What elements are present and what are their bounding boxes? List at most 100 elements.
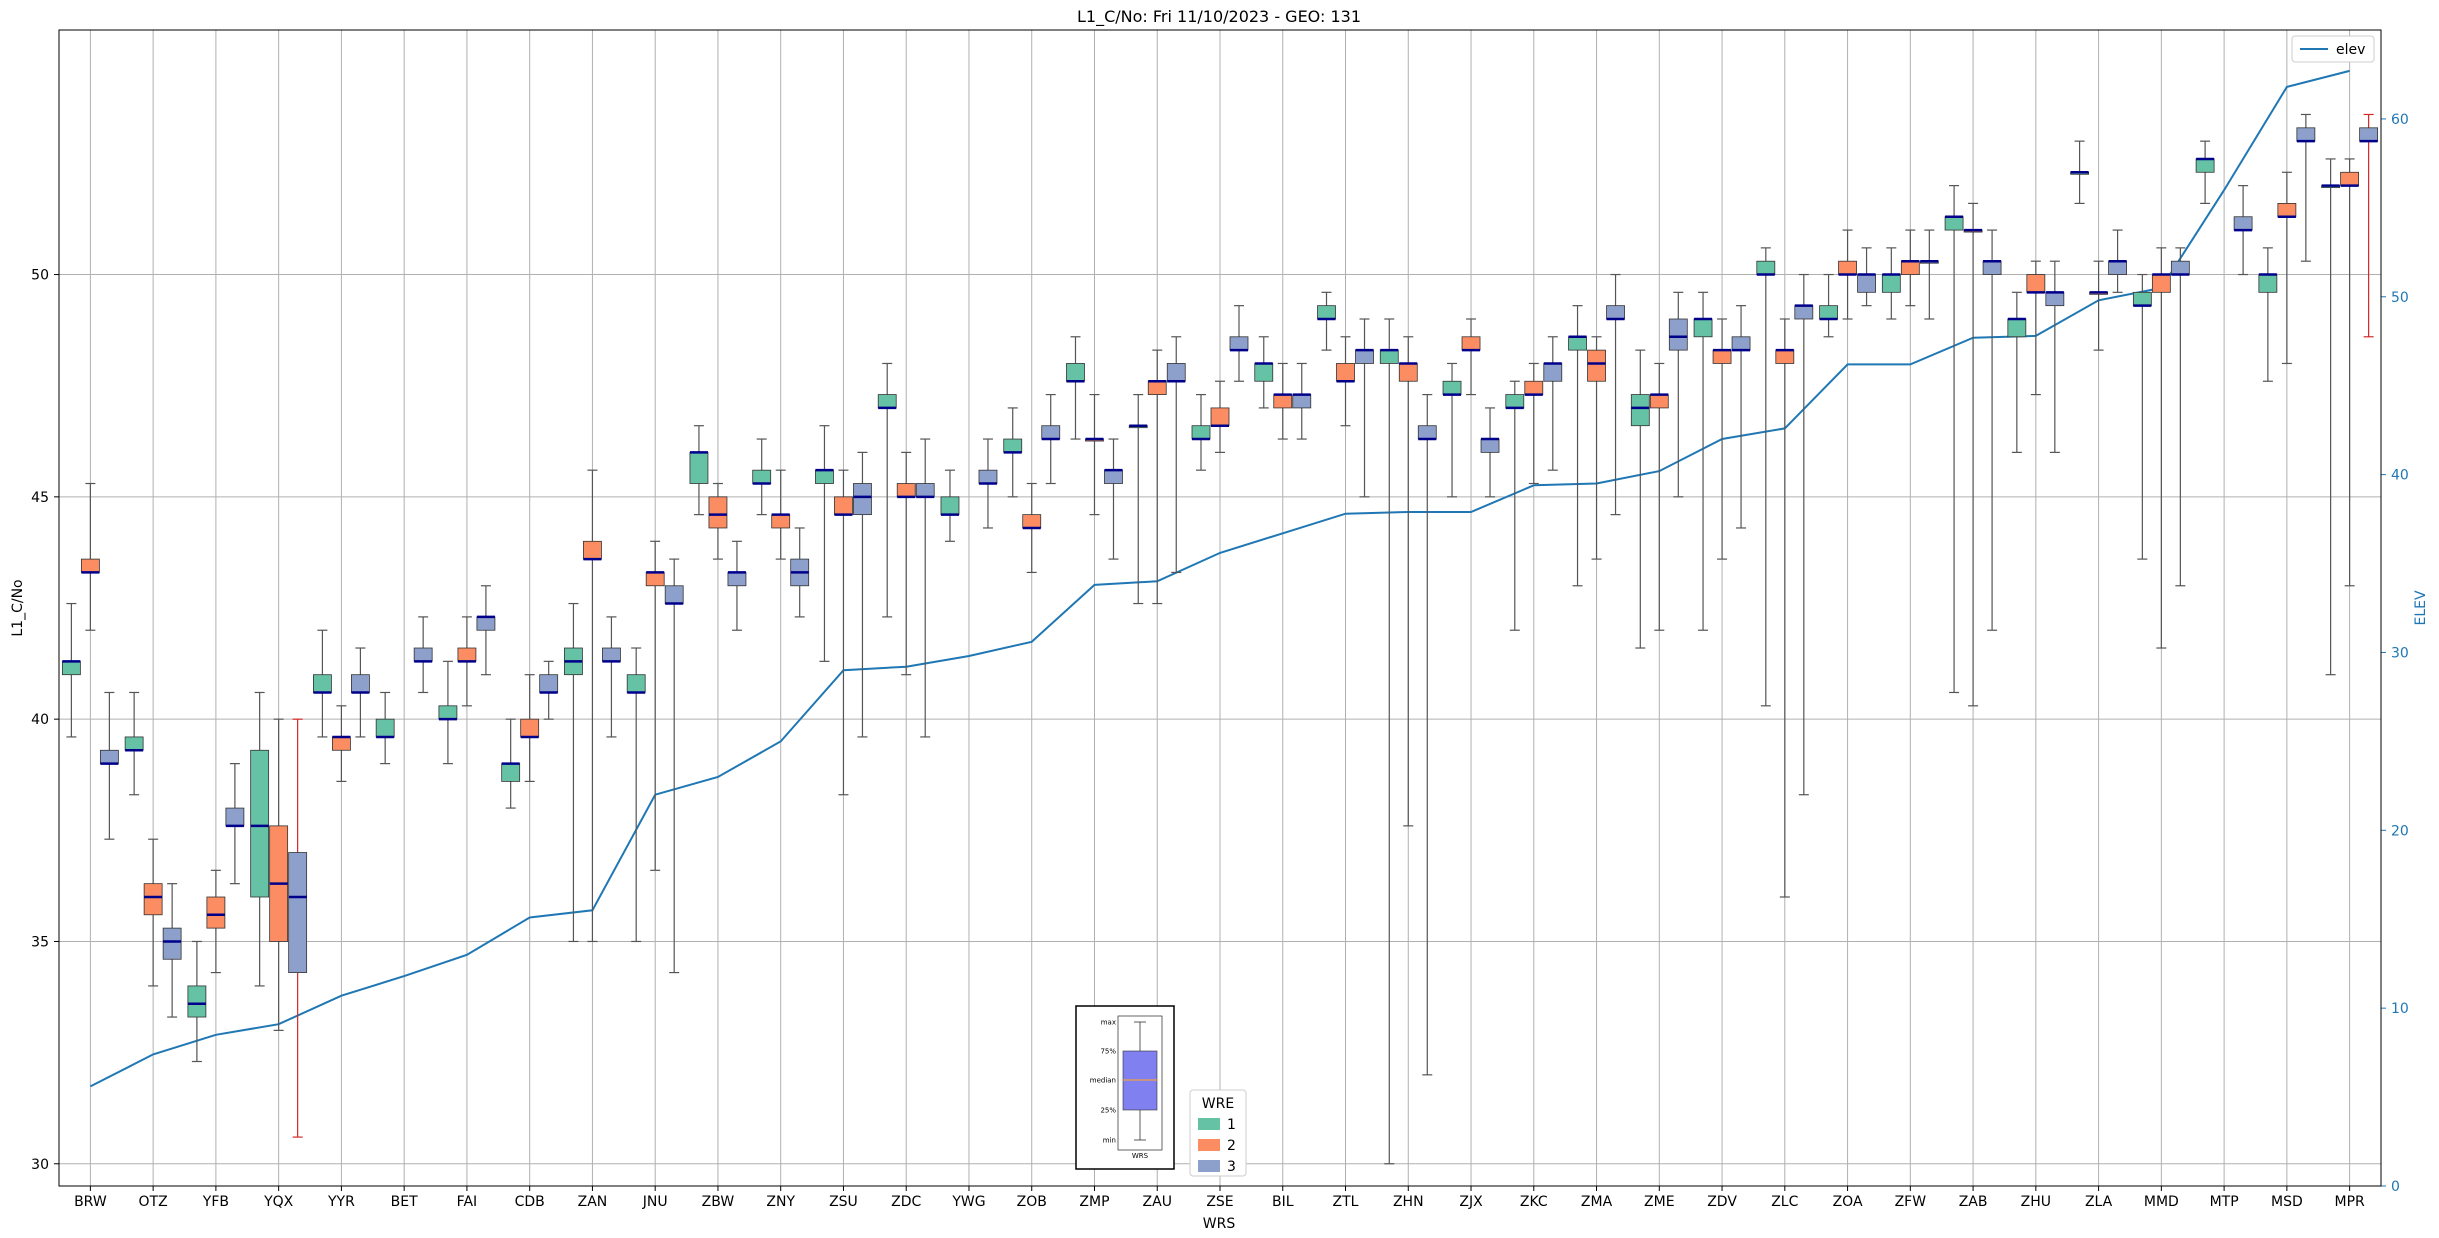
box-iqr [1336,363,1355,382]
box-fai-wre3 [476,585,496,676]
x-tick-label: ZTL [1333,1194,1359,1210]
box-zse-wre2 [1210,380,1230,453]
box-yfb-wre3 [225,763,245,885]
box-iqr [815,469,834,484]
box-iqr [877,394,897,409]
x-tick-label: ZDC [891,1194,921,1210]
x-tick-label: YQX [263,1194,294,1210]
box-zla-wre2 [2089,260,2108,351]
box-iqr [752,469,772,484]
box-jnu-wre2 [645,540,665,871]
box-mtp-wre1 [2195,140,2215,204]
box-iqr [1857,274,1876,293]
box-yqx-wre2 [269,718,289,1031]
box-iqr [1022,514,1042,529]
box-zhu-wre2 [2026,260,2046,396]
box-iqr [1417,425,1437,440]
x-tick-label: MMD [2144,1194,2179,1210]
box-iqr [2195,158,2215,173]
y2-tick-label: 60 [2391,112,2409,128]
box-iqr [1210,407,1230,427]
box-iqr [1587,349,1606,382]
box-layer [61,113,2379,1165]
box-bet-wre1 [375,691,395,765]
box-iqr [539,674,559,693]
box-iqr [80,558,100,573]
box-iqr [1442,380,1462,395]
legend-layer: elev WRE 1 2 3 [1189,35,2375,1177]
box-zdv-wre3 [1731,305,1751,529]
box-iqr [501,763,521,782]
box-zla-wre1 [2070,140,2089,204]
box-zlc-wre1 [1756,247,1776,707]
box-zkc-wre3 [1543,336,1563,471]
y2-tick-label: 30 [2391,645,2409,661]
x-tick-label: ZKC [1520,1194,1548,1210]
box-zbw-wre1 [689,425,709,516]
box-iqr [1775,349,1795,364]
box-zjx-wre3 [1480,407,1500,498]
x-tick-label: ZSE [1206,1194,1233,1210]
box-iqr [2108,260,2127,275]
box-iqr [206,896,226,929]
box-mpr-wre3 [2359,113,2379,338]
inset-label: max [1101,1019,1116,1027]
box-iqr [689,451,709,484]
box-mmd-wre2 [2151,247,2171,649]
box-iqr [664,585,684,604]
box-msd-wre1 [2258,247,2278,382]
box-iqr [351,674,370,693]
box-yyr-wre3 [351,647,370,738]
box-iqr [1229,336,1249,351]
x-tick-label: ZMA [1581,1194,1613,1210]
x-tick-label: OTZ [139,1194,168,1210]
x-tick-label: BET [391,1194,418,1210]
y2-tick-label: 10 [2391,1001,2409,1017]
x-tick-label: ZME [1644,1194,1675,1210]
box-zkc-wre1 [1505,380,1525,631]
box-iqr [2359,127,2379,142]
box-zau-wre3 [1166,336,1186,574]
box-iqr [1668,318,1688,351]
x-tick-label: YFB [202,1194,229,1210]
box-msd-wre2 [2277,171,2297,365]
y2-tick-label: 40 [2391,468,2409,484]
wre-legend-box [1189,1089,1247,1177]
box-yqx-wre3 [288,718,308,1138]
axes-layer: BRW OTZ YFB YQX YYR BET FAI CDB ZAN JNU ZBW ZNY ZSU Z… [31,29,2409,1210]
box-iqr [1505,394,1525,409]
box-mpr-wre1 [2321,158,2341,676]
box-zlc-wre3 [1794,273,1814,796]
elev-legend-box [2291,35,2375,63]
box-iqr [2340,171,2360,187]
box-zjx-wre2 [1461,318,1481,396]
wre-legend-title: WRE [1202,1096,1234,1112]
x-tick-label: ZHN [1393,1194,1424,1210]
box-zsu-wre3 [853,451,872,738]
box-zdc-wre1 [877,362,897,618]
box-iqr [413,647,433,662]
box-iqr [1104,469,1123,484]
box-zob-wre2 [1022,482,1042,574]
box-iqr [99,749,119,765]
box-zsu-wre2 [834,469,853,796]
box-iqr [1756,260,1776,275]
box-yfb-wre2 [206,869,226,974]
box-zbw-wre2 [708,482,728,560]
x-tick-label: BRW [74,1194,107,1210]
box-iqr [1693,318,1713,338]
y-tick-label: 35 [31,934,49,950]
box-zny-wre3 [790,527,810,618]
box-zme-wre1 [1630,349,1650,649]
x-tick-label: FAI [457,1194,477,1210]
box-iqr [457,647,477,662]
box-iqr [1317,305,1336,320]
inset-label: 75% [1100,1048,1116,1056]
box-iqr [1041,425,1061,440]
box-iqr [438,705,458,720]
box-zoa-wre3 [1857,247,1876,307]
x-tick-label: ZLA [2085,1194,2113,1210]
box-cdb-wre1 [501,718,521,809]
box-iqr [2026,274,2046,293]
box-iqr [1819,305,1838,320]
